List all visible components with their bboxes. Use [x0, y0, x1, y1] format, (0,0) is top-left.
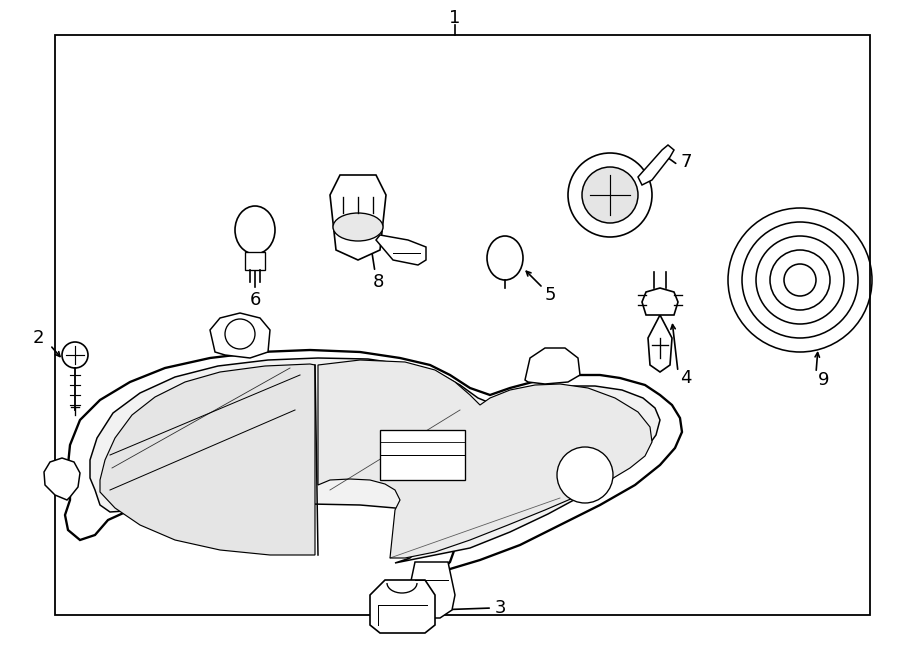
Text: 8: 8	[373, 273, 383, 291]
Text: 6: 6	[249, 291, 261, 309]
Circle shape	[582, 167, 638, 223]
Ellipse shape	[235, 206, 275, 254]
Polygon shape	[210, 313, 270, 358]
Text: 7: 7	[680, 153, 691, 171]
Bar	[245, 252, 265, 270]
Polygon shape	[525, 348, 580, 384]
Bar	[55, 35, 870, 615]
Text: 1: 1	[449, 9, 461, 27]
Polygon shape	[330, 175, 386, 260]
Circle shape	[568, 153, 652, 237]
Text: 4: 4	[680, 369, 691, 387]
Polygon shape	[100, 364, 315, 555]
Polygon shape	[44, 458, 80, 500]
Circle shape	[225, 319, 255, 349]
Polygon shape	[638, 145, 674, 185]
Polygon shape	[642, 288, 678, 315]
Bar	[380, 430, 465, 480]
Polygon shape	[408, 562, 455, 618]
Polygon shape	[370, 580, 435, 633]
Polygon shape	[318, 360, 652, 558]
Text: 9: 9	[818, 371, 830, 389]
Ellipse shape	[333, 213, 383, 241]
Polygon shape	[65, 350, 682, 578]
Text: 5: 5	[545, 286, 556, 304]
Circle shape	[557, 447, 613, 503]
Polygon shape	[648, 315, 672, 372]
Polygon shape	[376, 235, 426, 265]
Text: 3: 3	[495, 599, 507, 617]
Text: 2: 2	[32, 329, 44, 347]
Circle shape	[62, 342, 88, 368]
Ellipse shape	[487, 236, 523, 280]
Polygon shape	[90, 358, 660, 563]
